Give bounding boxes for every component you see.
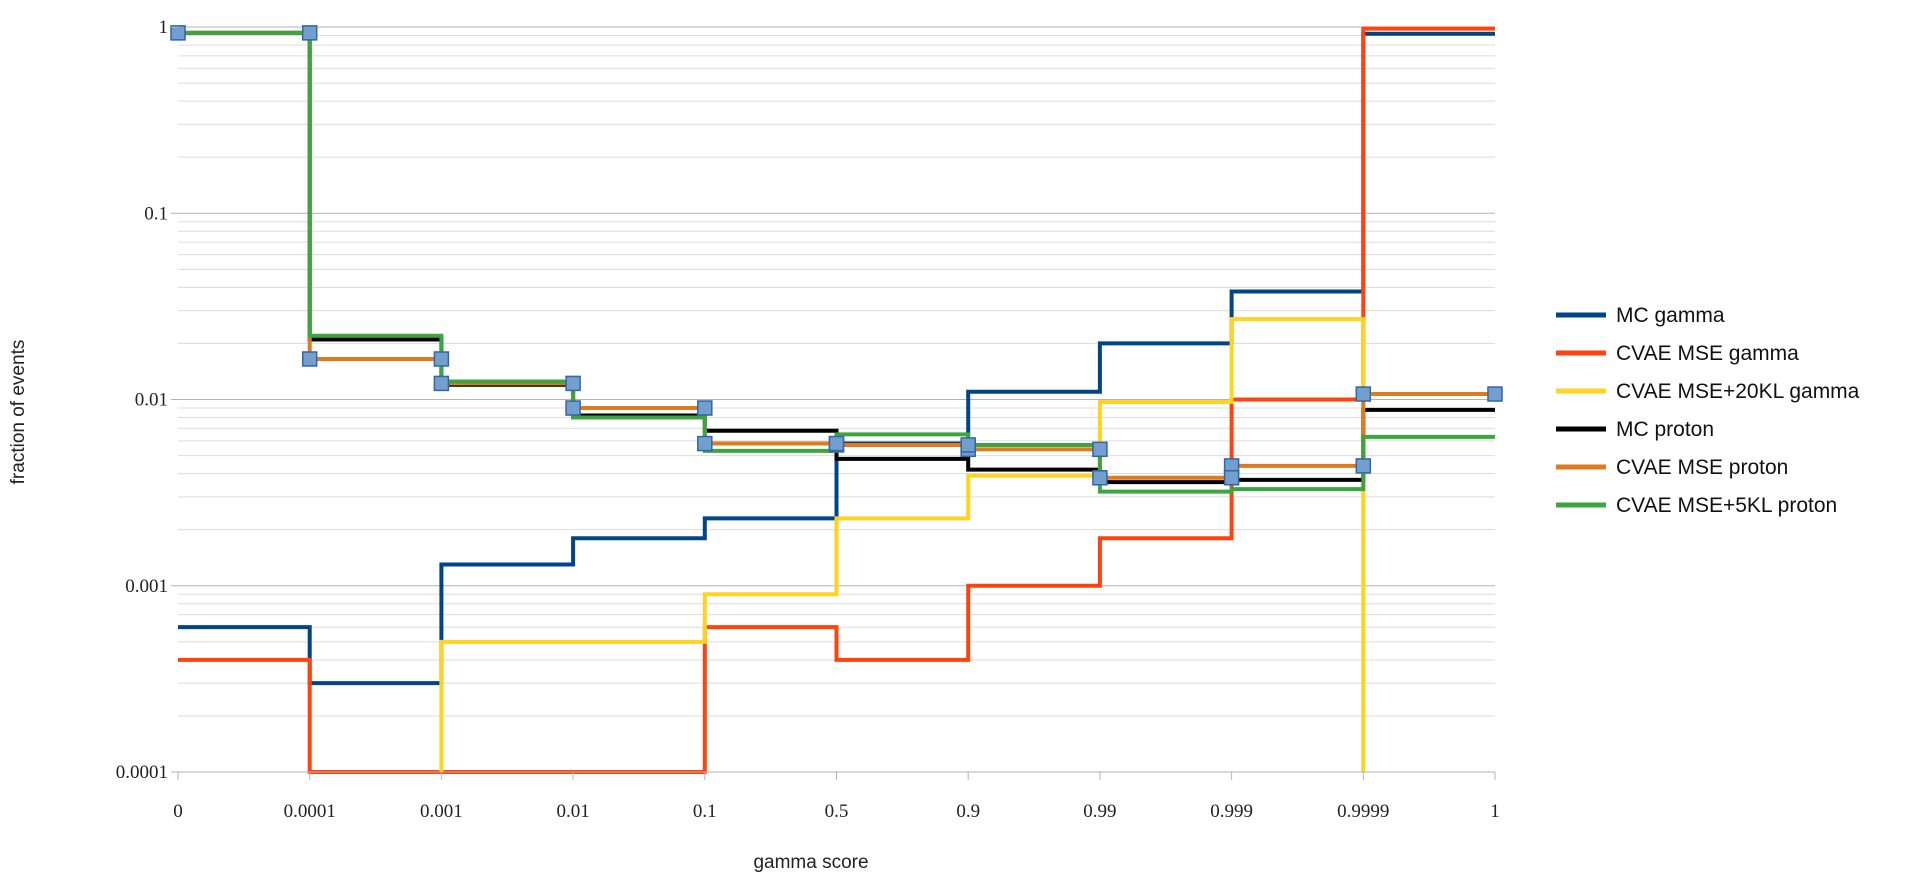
series-line-cvae-mse-20kl-gamma	[439, 317, 1366, 772]
x-tick-label: 0.9999	[1337, 801, 1389, 822]
data-point-marker	[565, 375, 581, 392]
chart-legend: MC gamma CVAE MSE gamma CVAE MSE+20KL gamm…	[1556, 304, 1860, 517]
data-point-marker	[565, 400, 581, 416]
x-tick-label: 0	[173, 801, 183, 822]
data-point-marker	[301, 351, 318, 367]
chart-series-group	[178, 26, 1495, 774]
data-point-marker	[697, 400, 713, 416]
legend-label: CVAE MSE gamma	[1616, 342, 1799, 365]
data-point-marker	[170, 25, 186, 41]
legend-label: CVAE MSE+5KL proton	[1616, 494, 1837, 517]
data-point-marker	[1487, 386, 1503, 402]
series-line-cvae-mse-5kl-proton	[178, 30, 1495, 494]
x-tick-label: 0.99	[1083, 801, 1116, 822]
x-tick-label: 0.5	[825, 801, 849, 822]
series-line-mc-proton	[178, 30, 1495, 485]
data-point-marker	[1223, 470, 1240, 486]
legend-label: CVAE MSE proton	[1616, 456, 1788, 479]
legend-label: MC proton	[1616, 418, 1714, 441]
data-point-marker	[433, 351, 450, 367]
data-point-marker	[1355, 458, 1372, 474]
y-tick-label: 1	[159, 17, 169, 38]
x-axis-title: gamma score	[753, 852, 868, 873]
y-axis-title: fraction of events	[8, 340, 29, 485]
x-tick-label: 1	[1490, 801, 1500, 822]
series-line-cvae-mse-gamma	[178, 26, 1495, 774]
x-tick-label: 0.9	[956, 801, 980, 822]
data-point-marker	[1092, 441, 1108, 458]
data-point-marker	[697, 435, 713, 452]
x-tick-label: 0.1	[693, 801, 717, 822]
y-tick-label: 0.01	[135, 390, 168, 411]
data-point-marker	[1355, 386, 1372, 402]
y-tick-label: 0.001	[125, 576, 168, 597]
x-tick-label: 0.999	[1210, 801, 1253, 822]
legend-label: CVAE MSE+20KL gamma	[1616, 380, 1860, 403]
x-tick-label: 0.0001	[284, 801, 336, 822]
x-tick-label: 0.001	[420, 801, 463, 822]
data-point-marker	[433, 375, 450, 392]
data-point-marker	[1092, 470, 1108, 486]
y-tick-label: 0.1	[144, 203, 168, 224]
series-line-cvae-mse-proton	[178, 30, 1495, 480]
data-point-marker	[828, 435, 845, 452]
y-tick-label: 0.0001	[116, 762, 168, 783]
data-point-marker	[301, 25, 318, 41]
legend-label: MC gamma	[1616, 304, 1725, 327]
x-tick-label: 0.01	[556, 801, 589, 822]
chart-marker-group	[170, 25, 1503, 486]
data-point-marker	[960, 437, 976, 453]
